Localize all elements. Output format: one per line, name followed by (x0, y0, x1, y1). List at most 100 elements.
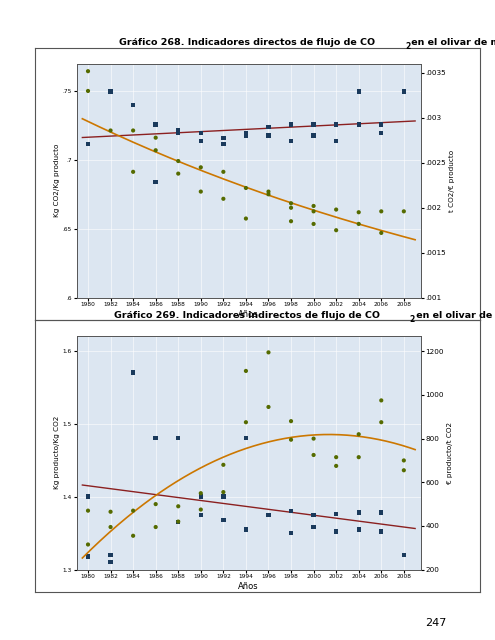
Point (174, 501, 182, 511)
Point (377, 228, 385, 238)
Point (355, 508, 363, 518)
Point (219, 139, 227, 149)
Point (355, 452, 363, 462)
Point (400, 455, 408, 465)
Y-axis label: € producto/t CO2: € producto/t CO2 (447, 422, 453, 484)
Point (264, 348, 272, 358)
Point (264, 189, 272, 200)
Text: Gráfico 268. Indicadores directos de flujo de CO: Gráfico 268. Indicadores directos de flu… (119, 38, 376, 47)
Point (355, 119, 363, 129)
Text: * Fuente: Elaboración propia.: * Fuente: Elaboración propia. (77, 415, 168, 420)
Point (84, 86, 92, 96)
Point (332, 461, 340, 471)
Point (197, 136, 205, 146)
Text: 2: 2 (405, 42, 410, 51)
Point (84, 506, 92, 516)
Text: 247: 247 (425, 618, 446, 628)
Point (310, 433, 318, 444)
Point (264, 122, 272, 132)
Point (310, 206, 318, 216)
Point (106, 86, 114, 97)
Point (332, 509, 340, 519)
Point (129, 531, 137, 541)
Point (332, 452, 340, 462)
Point (84, 551, 92, 561)
Point (84, 139, 92, 149)
Point (197, 488, 205, 499)
Point (332, 225, 340, 236)
Legend: Kg CO2/Kg producto, t CO2/€ producto: Kg CO2/Kg producto, t CO2/€ producto (149, 369, 321, 383)
Point (287, 528, 295, 538)
Point (287, 435, 295, 445)
Point (355, 524, 363, 534)
Point (197, 186, 205, 196)
Point (219, 460, 227, 470)
Point (197, 509, 205, 520)
Point (219, 487, 227, 497)
Point (332, 527, 340, 537)
Point (310, 119, 318, 129)
Point (377, 119, 385, 129)
Point (310, 509, 318, 520)
Point (152, 132, 160, 143)
Point (174, 127, 182, 138)
X-axis label: Años: Años (239, 582, 259, 591)
Y-axis label: Kg producto/Kg CO2: Kg producto/Kg CO2 (54, 416, 60, 490)
Point (242, 183, 250, 193)
Point (152, 119, 160, 129)
Point (400, 550, 408, 560)
Point (106, 507, 114, 517)
Text: Gráfico 269. Indicadores indirectos de flujo de CO: Gráfico 269. Indicadores indirectos de f… (114, 311, 381, 320)
Point (242, 417, 250, 428)
Point (219, 133, 227, 143)
Point (377, 527, 385, 537)
Point (174, 433, 182, 444)
Point (152, 145, 160, 156)
Point (287, 416, 295, 426)
Point (152, 433, 160, 444)
Point (355, 429, 363, 440)
Point (355, 219, 363, 229)
Point (197, 504, 205, 515)
Point (287, 506, 295, 516)
Point (242, 366, 250, 376)
Point (242, 127, 250, 138)
Point (152, 499, 160, 509)
Point (219, 166, 227, 177)
Point (106, 557, 114, 568)
Point (219, 194, 227, 204)
Point (106, 522, 114, 532)
Point (129, 506, 137, 516)
Point (197, 127, 205, 138)
Point (174, 168, 182, 179)
Point (287, 203, 295, 213)
Point (310, 450, 318, 460)
Point (377, 417, 385, 428)
Point (310, 201, 318, 211)
Point (219, 492, 227, 502)
Point (129, 100, 137, 110)
Point (84, 492, 92, 502)
Point (152, 177, 160, 188)
Text: 2: 2 (410, 315, 415, 324)
Point (355, 207, 363, 218)
Point (400, 206, 408, 216)
Point (152, 522, 160, 532)
Text: en el olivar de mesa: en el olivar de mesa (408, 38, 495, 47)
Point (377, 508, 385, 518)
Point (287, 136, 295, 146)
Y-axis label: t CO2/€ producto: t CO2/€ producto (449, 150, 455, 212)
Point (332, 136, 340, 146)
Point (264, 186, 272, 196)
Point (377, 396, 385, 406)
Point (264, 131, 272, 141)
Point (219, 515, 227, 525)
Point (400, 465, 408, 476)
Point (174, 517, 182, 527)
Point (310, 131, 318, 141)
Point (355, 86, 363, 97)
Point (242, 433, 250, 444)
X-axis label: Años: Años (239, 310, 259, 319)
Text: en el olivar de mesa: en el olivar de mesa (413, 311, 495, 320)
Point (242, 131, 250, 141)
